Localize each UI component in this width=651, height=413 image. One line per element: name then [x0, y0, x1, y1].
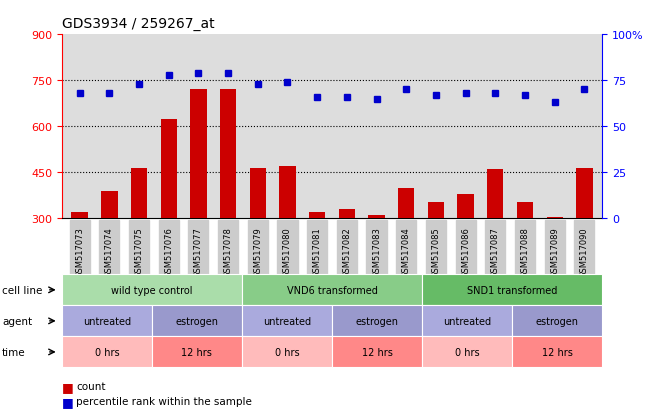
Text: 0 hrs: 0 hrs: [455, 347, 479, 357]
Text: estrogen: estrogen: [536, 316, 579, 326]
Bar: [220, 90, 236, 219]
Bar: [131, 169, 147, 219]
Bar: [576, 169, 592, 219]
Bar: [339, 210, 355, 219]
Text: GDS3934 / 259267_at: GDS3934 / 259267_at: [62, 17, 214, 31]
Text: untreated: untreated: [443, 316, 491, 326]
Bar: [161, 119, 177, 219]
Bar: [546, 217, 563, 219]
Text: wild type control: wild type control: [111, 285, 193, 295]
Text: agent: agent: [2, 316, 32, 326]
Bar: [249, 169, 266, 219]
Bar: [368, 216, 385, 219]
Text: estrogen: estrogen: [175, 316, 219, 326]
Bar: [458, 195, 474, 219]
Text: 12 hrs: 12 hrs: [542, 347, 573, 357]
Text: untreated: untreated: [83, 316, 131, 326]
Text: VND6 transformed: VND6 transformed: [286, 285, 378, 295]
Text: 12 hrs: 12 hrs: [361, 347, 393, 357]
Text: SND1 transformed: SND1 transformed: [467, 285, 557, 295]
Bar: [101, 191, 118, 219]
Bar: [309, 213, 326, 219]
Bar: [279, 167, 296, 219]
Text: 0 hrs: 0 hrs: [94, 347, 119, 357]
Text: 0 hrs: 0 hrs: [275, 347, 299, 357]
Bar: [517, 202, 533, 219]
Text: estrogen: estrogen: [355, 316, 398, 326]
Bar: [190, 90, 206, 219]
Text: 12 hrs: 12 hrs: [182, 347, 212, 357]
Text: untreated: untreated: [263, 316, 311, 326]
Bar: [398, 188, 415, 219]
Bar: [487, 170, 503, 219]
Text: cell line: cell line: [2, 285, 42, 295]
Bar: [72, 213, 88, 219]
Text: time: time: [2, 347, 25, 357]
Bar: [428, 202, 444, 219]
Text: count: count: [76, 381, 105, 391]
Text: ■: ■: [62, 395, 74, 408]
Text: ■: ■: [62, 380, 74, 393]
Text: percentile rank within the sample: percentile rank within the sample: [76, 396, 252, 406]
